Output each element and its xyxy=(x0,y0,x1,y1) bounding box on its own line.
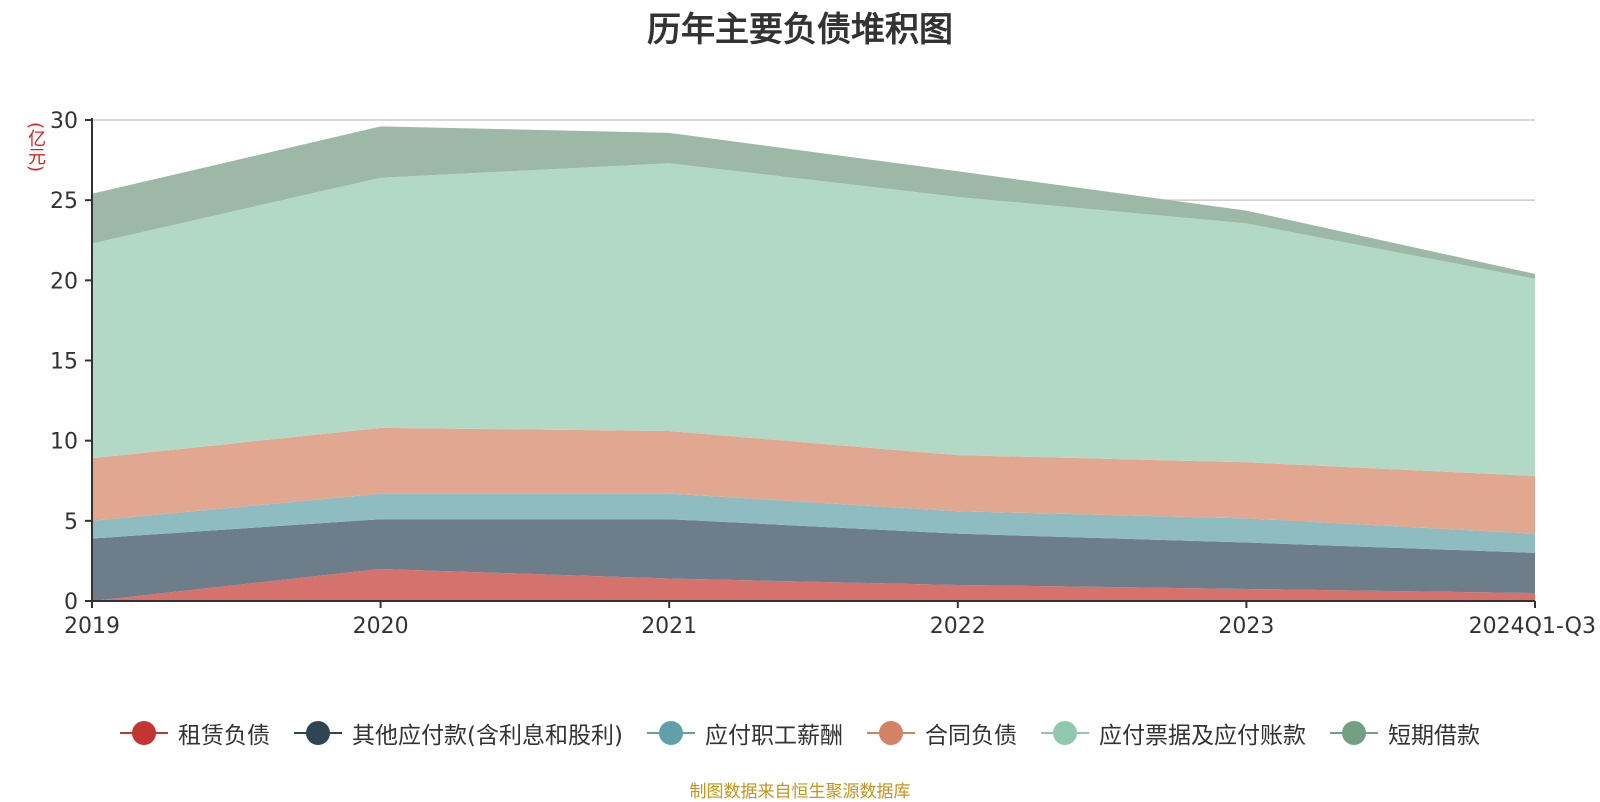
area-短期借款 xyxy=(92,126,1535,279)
y-tick-label-25: 25 xyxy=(50,189,78,214)
legend-item-应付职工薪酬[interactable]: 应付职工薪酬 xyxy=(646,716,843,750)
legend-marker-icon xyxy=(866,721,915,745)
legend-item-租赁负债[interactable]: 租赁负债 xyxy=(120,716,270,750)
y-tick-label-0: 0 xyxy=(64,590,78,615)
stacked-areas xyxy=(92,126,1535,601)
legend: 租赁负债 其他应付款(含利息和股利) 应付职工薪酬 合同负债 应付票据及应付账款 短期借款 xyxy=(0,716,1600,750)
legend-label: 应付票据及应付账款 xyxy=(1098,723,1306,749)
source-note: 制图数据来自恒生聚源数据库 xyxy=(689,782,911,802)
y-tick-label-10: 10 xyxy=(50,430,78,455)
y-tick-label-20: 20 xyxy=(50,269,78,294)
area-应付职工薪酬 xyxy=(92,493,1535,553)
legend-item-其他应付款(含利息和股利)[interactable]: 其他应付款(含利息和股利) xyxy=(294,716,623,750)
legend-item-合同负债[interactable]: 合同负债 xyxy=(866,716,1017,750)
legend-label: 合同负债 xyxy=(924,723,1017,749)
x-tick-label-2022: 2022 xyxy=(930,614,986,639)
legend-item-短期借款[interactable]: 短期借款 xyxy=(1329,716,1480,750)
area-合同负债 xyxy=(92,427,1535,534)
x-tick-label-2021: 2021 xyxy=(641,614,697,639)
legend-marker-icon xyxy=(120,721,169,745)
legend-label: 短期借款 xyxy=(1387,723,1480,749)
legend-marker-icon xyxy=(1329,721,1378,745)
legend-marker-icon xyxy=(294,721,343,745)
legend-label: 其他应付款(含利息和股利) xyxy=(352,723,623,749)
legend-label: 租赁负债 xyxy=(178,723,271,749)
x-tick-labels: 2019 2020 2021 2022 2023 2024Q1-Q3 xyxy=(64,601,1596,639)
x-tick-label-2019: 2019 xyxy=(64,614,120,639)
y-tick-label-30: 30 xyxy=(50,109,78,134)
chart-title: 历年主要负债堆积图 xyxy=(647,10,953,50)
x-tick-label-2024Q1-Q3: 2024Q1-Q3 xyxy=(1469,614,1596,639)
legend-item-应付票据及应付账款[interactable]: 应付票据及应付账款 xyxy=(1040,716,1306,750)
area-应付票据及应付账款 xyxy=(92,163,1535,476)
area-其他应付款(含利息和股利) xyxy=(92,519,1535,601)
area-租赁负债 xyxy=(92,568,1535,601)
y-tick-labels: 0 5 10 15 20 25 30 xyxy=(50,109,92,615)
legend-marker-icon xyxy=(1040,721,1089,745)
y-axis-unit-label: (亿元) xyxy=(25,122,46,173)
y-tick-label-5: 5 xyxy=(64,510,78,535)
x-tick-label-2020: 2020 xyxy=(353,614,409,639)
legend-label: 应付职工薪酬 xyxy=(704,723,843,749)
y-tick-label-15: 15 xyxy=(50,350,78,375)
legend-marker-icon xyxy=(646,721,695,745)
x-tick-label-2023: 2023 xyxy=(1218,614,1274,639)
